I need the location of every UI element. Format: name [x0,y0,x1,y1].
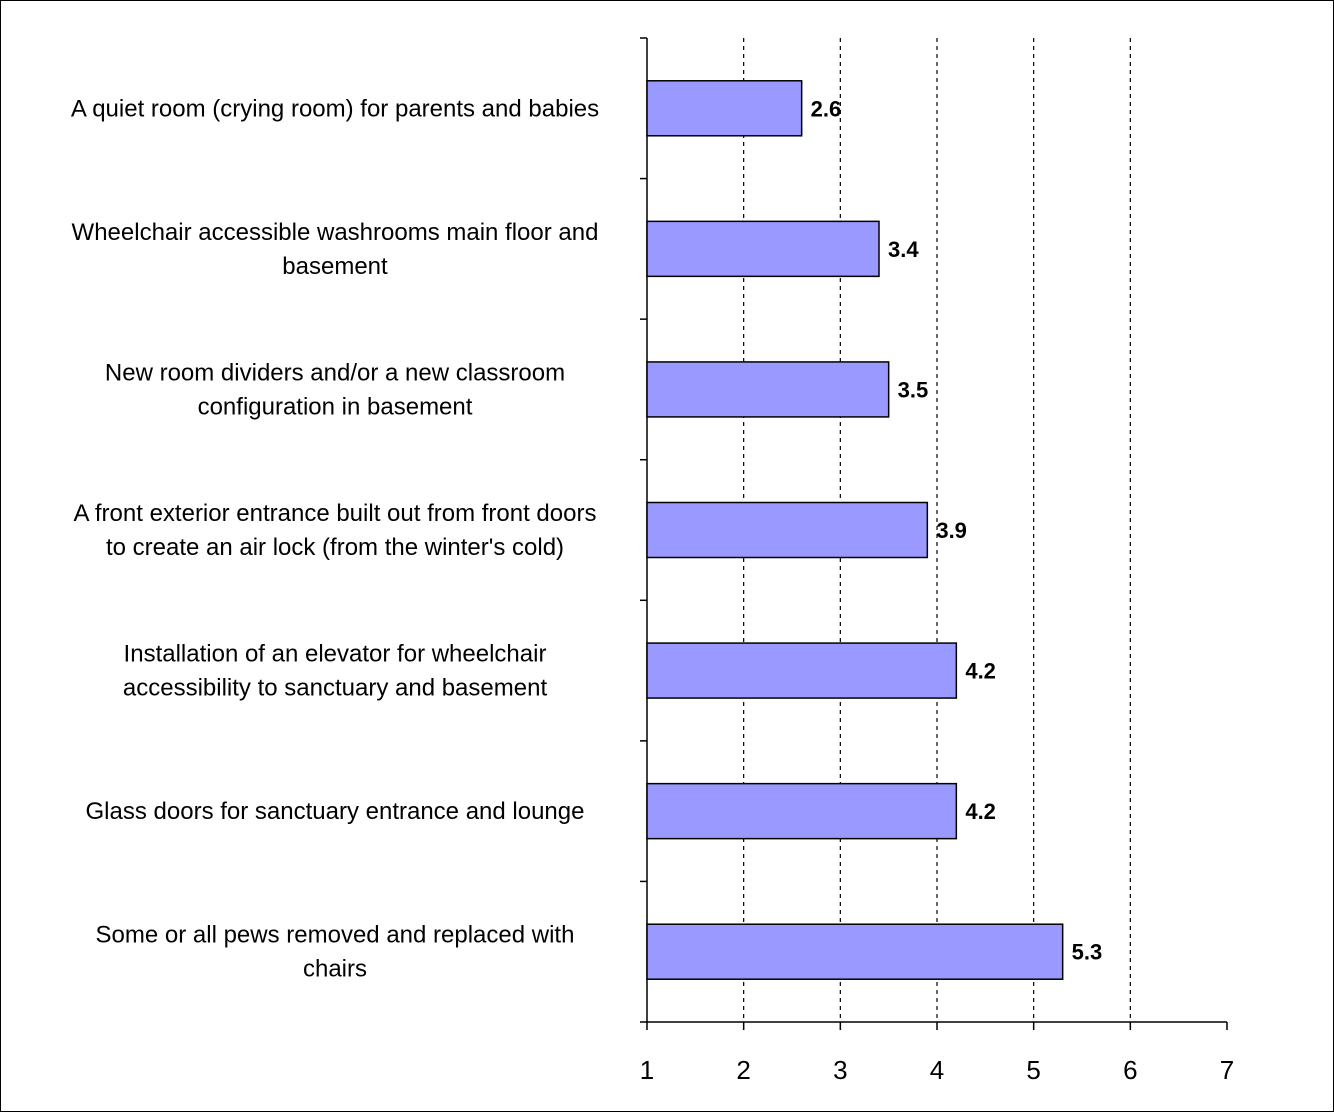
bar [646,642,958,699]
bar [646,80,803,137]
category-label-line: Wheelchair accessible washrooms main flo… [72,219,599,246]
category-label-line: New room dividers and/or a new classroom [105,359,565,386]
category-label: New room dividers and/or a new classroom… [105,359,565,420]
x-tick-label: 4 [930,1055,944,1085]
bar [646,220,880,278]
data-label: 3.9 [936,518,967,543]
bar [646,782,958,840]
x-tick-label: 1 [640,1055,654,1085]
data-label: 2.6 [811,96,842,121]
category-label-line: configuration in basement [198,393,473,420]
data-label: 3.5 [898,377,929,402]
category-label-line: A quiet room (crying room) for parents a… [71,95,599,122]
category-label: A front exterior entrance built out from… [74,500,597,561]
x-tick-label: 5 [1026,1055,1040,1085]
category-label: Glass doors for sanctuary entrance and l… [86,798,585,825]
category-label-line: basement [282,253,388,280]
bar [646,361,890,418]
category-label: Some or all pews removed and replaced wi… [96,922,575,983]
category-label-line: Some or all pews removed and replaced wi… [96,922,575,949]
bar [646,923,1064,980]
data-label: 4.2 [965,799,996,824]
x-tick-label: 2 [736,1055,750,1085]
category-label-line: Installation of an elevator for wheelcha… [124,641,547,668]
category-label: Installation of an elevator for wheelcha… [123,641,548,702]
category-label: A quiet room (crying room) for parents a… [71,95,599,122]
category-label-line: chairs [303,956,367,983]
category-label-line: Glass doors for sanctuary entrance and l… [86,798,585,825]
x-tick-label: 7 [1220,1055,1234,1085]
data-label: 3.4 [888,237,919,262]
category-label-line: to create an air lock (from the winter's… [106,534,564,561]
category-label: Wheelchair accessible washrooms main flo… [72,219,599,280]
x-tick-label: 3 [833,1055,847,1085]
data-label: 5.3 [1072,940,1103,965]
x-tick-label: 6 [1123,1055,1137,1085]
category-label-line: A front exterior entrance built out from… [74,500,597,527]
bar [646,501,929,559]
category-label-line: accessibility to sanctuary and basement [123,675,548,702]
data-label: 4.2 [965,659,996,684]
